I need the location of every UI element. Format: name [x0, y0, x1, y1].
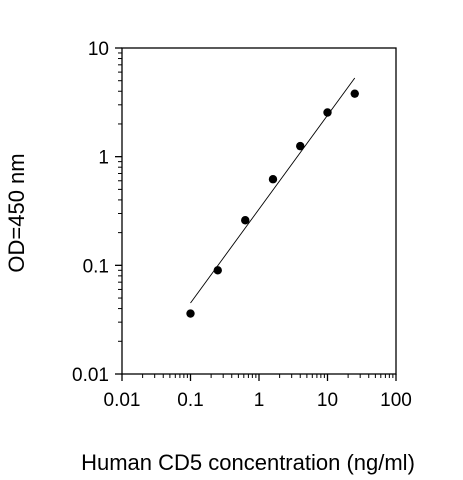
y-tick-label: 1: [98, 148, 109, 169]
data-point: [186, 309, 195, 318]
tick-labels: 0.01 0.1 1 10 100 0.01 0.1 1 10: [72, 39, 412, 411]
x-tick-label: 100: [380, 390, 412, 411]
y-axis-label: OD=450 nm: [4, 153, 29, 272]
data-points: [186, 89, 359, 318]
plot-frame: [121, 47, 397, 375]
data-point: [350, 89, 359, 98]
data-point: [323, 108, 332, 117]
axis-ticks: [115, 47, 397, 381]
y-tick-label: 10: [88, 39, 109, 60]
x-tick-label: 10: [317, 390, 338, 411]
data-point: [241, 216, 250, 225]
y-tick-label: 0.01: [72, 365, 109, 386]
x-tick-label: 1: [254, 390, 265, 411]
x-axis-label: Human CD5 concentration (ng/ml): [81, 450, 415, 475]
y-tick-label: 0.1: [83, 256, 109, 277]
data-point: [296, 141, 305, 151]
x-tick-label: 0.1: [177, 390, 203, 411]
x-tick-label: 0.01: [104, 390, 141, 411]
data-point: [268, 175, 278, 184]
data-point: [213, 266, 222, 275]
